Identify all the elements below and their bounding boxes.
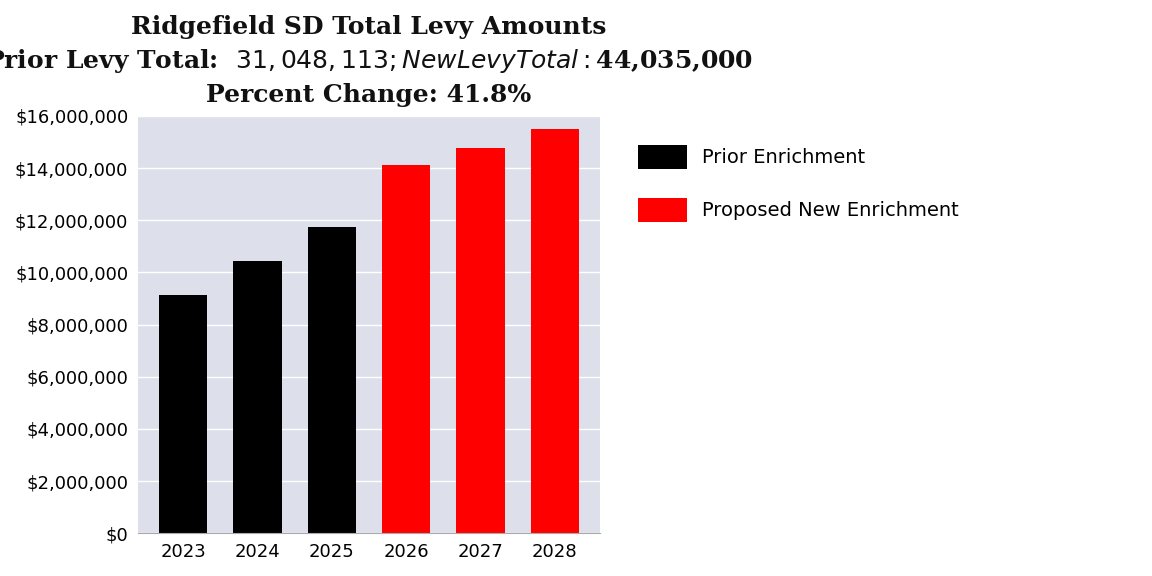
Bar <box>531 129 578 533</box>
Bar <box>382 165 431 533</box>
Legend: Prior Enrichment, Proposed New Enrichment: Prior Enrichment, Proposed New Enrichmen… <box>619 126 978 241</box>
Bar <box>234 261 282 533</box>
Bar <box>456 149 505 533</box>
Bar <box>159 294 207 533</box>
Title: Ridgefield SD Total Levy Amounts
Prior Levy Total:  $31,048,113; New Levy Total:: Ridgefield SD Total Levy Amounts Prior L… <box>0 15 753 107</box>
Bar <box>308 227 356 533</box>
